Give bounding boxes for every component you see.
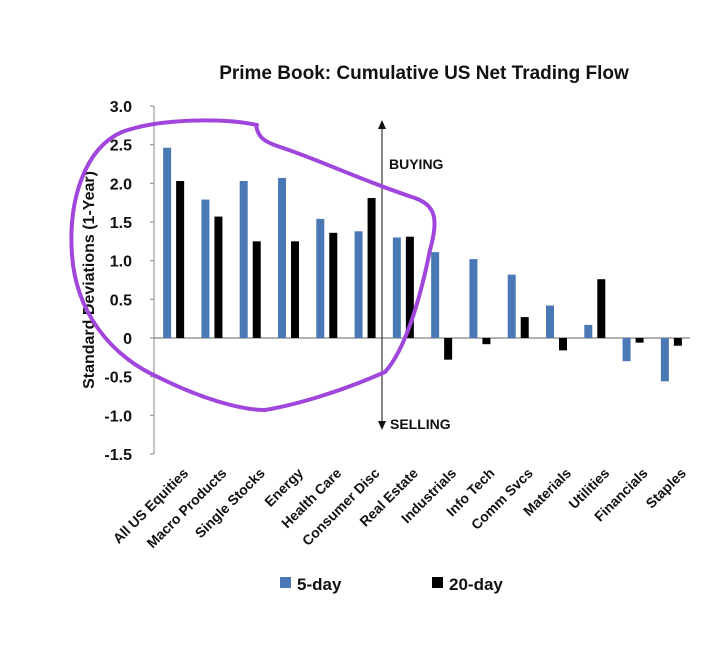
bar-20-day-industrials: [444, 338, 453, 360]
bar-20-day-financials: [635, 338, 644, 343]
bar-5-day-consumer-disc: [354, 231, 363, 338]
selling-label: SELLING: [390, 416, 451, 432]
category-label-single-stocks: Single Stocks: [192, 465, 268, 541]
bar-5-day-industrials: [431, 252, 440, 338]
buying-label: BUYING: [389, 156, 444, 172]
bar-5-day-staples: [660, 338, 669, 382]
bar-20-day-macro-products: [214, 216, 223, 338]
bar-20-day-info-tech: [482, 338, 491, 345]
bar-5-day-materials: [546, 305, 554, 338]
bar-5-day-health-care: [316, 218, 325, 338]
bar-5-day-real-estate: [392, 237, 401, 338]
bar-20-day-utilities: [597, 279, 606, 338]
y-tick-label: -0.5: [104, 370, 132, 387]
bar-5-day-macro-products: [201, 199, 210, 338]
y-tick-label: 3.0: [110, 99, 132, 116]
y-tick-label: -1.5: [104, 447, 132, 464]
bar-5-day-all-us-equities: [163, 147, 172, 338]
bar-5-day-single-stocks: [239, 181, 248, 338]
bar-20-day-consumer-disc: [367, 198, 376, 338]
y-tick-label: 1.0: [110, 254, 132, 271]
bar-20-day-all-us-equities: [176, 181, 185, 338]
y-tick-label: 1.5: [110, 215, 132, 232]
selling-arrow: [378, 378, 386, 430]
bar-20-day-health-care: [329, 232, 338, 338]
y-tick-label: 2.0: [110, 176, 132, 193]
y-tick-label: 2.5: [110, 138, 132, 155]
bar-5-day-financials: [622, 338, 631, 362]
bar-20-day-single-stocks: [252, 241, 261, 338]
bar-5-day-comm-svcs: [507, 274, 516, 338]
bar-20-day-energy: [291, 241, 299, 338]
bar-20-day-real-estate: [405, 236, 414, 338]
legend-swatch-5-day: [280, 577, 291, 588]
legend-swatch-20-day: [432, 577, 443, 588]
legend-label-20-day: 20-day: [449, 575, 503, 594]
y-axis-label: Standard Deviations (1-Year): [81, 171, 98, 389]
bar-20-day-comm-svcs: [520, 317, 529, 338]
highlight-circle: [69, 118, 437, 413]
bars-group: [163, 147, 682, 382]
y-tick-label: 0: [123, 331, 132, 348]
buying-arrow: [378, 120, 386, 378]
category-label-staples: Staples: [642, 465, 689, 512]
bar-5-day-info-tech: [469, 259, 478, 338]
bar-20-day-materials: [559, 338, 567, 351]
y-axis-ticks: 3.0 2.5 2.0 1.5 1.0 0.5 0 -0.5 -1.0 -1.5: [104, 99, 154, 464]
bar-5-day-utilities: [584, 324, 593, 338]
y-tick-label: -1.0: [104, 408, 132, 425]
legend: 5-day 20-day: [280, 575, 503, 594]
bar-20-day-staples: [673, 338, 682, 346]
bar-5-day-energy: [278, 177, 286, 338]
y-tick-label: 0.5: [110, 292, 132, 309]
chart-title: Prime Book: Cumulative US Net Trading Fl…: [219, 63, 629, 84]
legend-label-5-day: 5-day: [297, 575, 342, 594]
